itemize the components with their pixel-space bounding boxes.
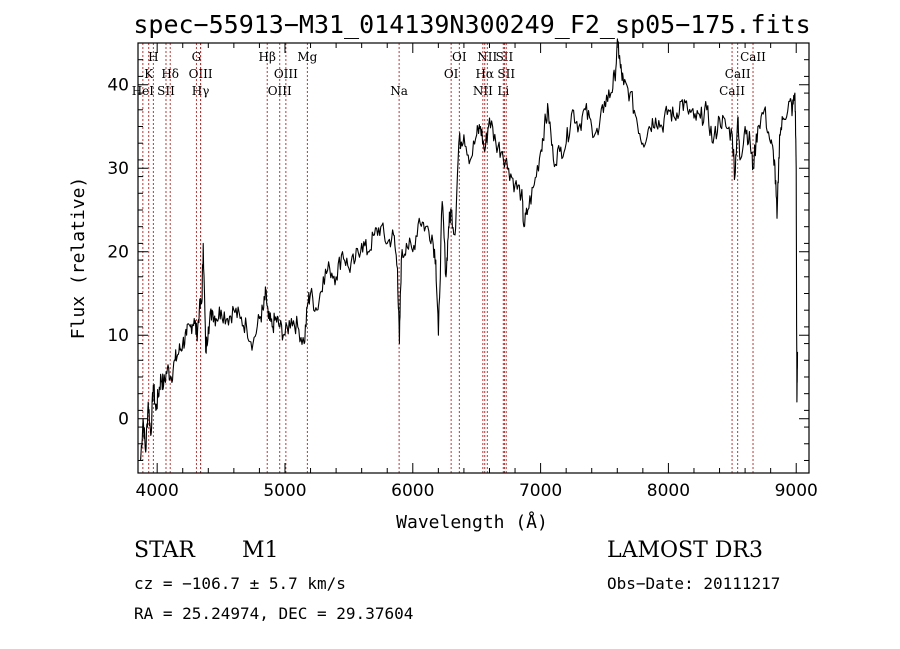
- x-tick-label: 4000: [136, 481, 179, 501]
- y-tick-label: 40: [107, 76, 129, 96]
- line-marker-label: OI: [444, 67, 459, 81]
- line-marker-label: CaII: [740, 50, 766, 64]
- spectrum-series: [140, 38, 799, 461]
- redshift-velocity: cz = −106.7 ± 5.7 km/s: [134, 574, 346, 593]
- axis-ticks: 4000 5000 6000 7000 8000 9000 0 10 20 30 40: [107, 42, 818, 501]
- line-marker-label: OIII: [274, 67, 298, 81]
- y-axis-label: Flux (relative): [68, 177, 89, 340]
- chart-title: spec−55913−M31_014139N300249_F2_sp05−175…: [133, 10, 810, 39]
- x-tick-label: 9000: [775, 481, 818, 501]
- y-tick-label: 0: [118, 410, 129, 430]
- y-tick-label: 20: [107, 243, 129, 263]
- line-marker-label: OIII: [268, 84, 292, 98]
- y-tick-label: 10: [107, 326, 129, 346]
- line-marker-label: Li: [497, 84, 509, 98]
- line-marker-label: Mg: [297, 50, 317, 64]
- x-tick-label: 7000: [519, 481, 562, 501]
- line-marker-label: K: [144, 67, 154, 81]
- line-marker-label: OIII: [189, 67, 213, 81]
- sky-coordinates: RA = 25.24974, DEC = 29.37604: [134, 604, 414, 623]
- plot-frame: [137, 42, 810, 474]
- line-marker-label: NII: [477, 50, 497, 64]
- spectrum-line: [140, 38, 799, 461]
- object-subclass: M1: [242, 538, 279, 563]
- line-marker-label: SII: [497, 67, 515, 81]
- line-marker-label: NII: [473, 84, 493, 98]
- object-class: STAR: [134, 538, 195, 563]
- x-tick-label: 5000: [263, 481, 306, 501]
- y-tick-label: 30: [107, 159, 129, 179]
- x-tick-label: 8000: [647, 481, 690, 501]
- line-marker-label: Hδ: [161, 67, 179, 81]
- line-marker-label: HeI: [132, 84, 155, 98]
- survey-name: LAMOST DR3: [607, 538, 763, 563]
- line-marker-label: CaII: [719, 84, 745, 98]
- observation-date: Obs−Date: 20111217: [607, 574, 781, 593]
- x-axis-label: Wavelength (Å): [396, 511, 548, 533]
- line-marker-label: CaII: [725, 67, 751, 81]
- line-marker-label: OI: [452, 50, 467, 64]
- line-marker-label: Na: [390, 84, 408, 98]
- line-marker-label: H: [148, 50, 158, 64]
- line-marker-label: G: [192, 50, 202, 64]
- line-marker-label: Hγ: [192, 84, 210, 98]
- line-marker-label: SII: [157, 84, 175, 98]
- x-tick-label: 6000: [391, 481, 434, 501]
- line-marker-label: SII: [496, 50, 514, 64]
- line-marker-label: Hα: [475, 67, 494, 81]
- line-marker-label: Hβ: [259, 50, 276, 64]
